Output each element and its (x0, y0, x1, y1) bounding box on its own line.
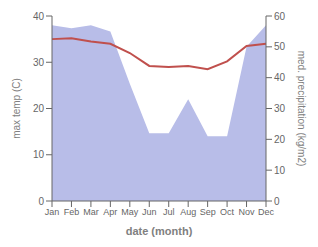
svg-text:0: 0 (274, 196, 280, 207)
svg-text:40: 40 (33, 11, 45, 22)
svg-text:Mar: Mar (83, 207, 99, 217)
svg-text:Jan: Jan (45, 207, 60, 217)
svg-text:Dec: Dec (258, 207, 275, 217)
svg-text:20: 20 (33, 103, 45, 114)
svg-text:Jun: Jun (142, 207, 157, 217)
svg-text:10: 10 (274, 165, 286, 176)
svg-text:Aug: Aug (180, 207, 196, 217)
svg-text:Jul: Jul (163, 207, 175, 217)
svg-text:Apr: Apr (103, 207, 117, 217)
svg-text:30: 30 (274, 103, 286, 114)
svg-text:0: 0 (38, 196, 44, 207)
svg-text:Nov: Nov (239, 207, 256, 217)
svg-text:May: May (121, 207, 139, 217)
svg-text:20: 20 (274, 134, 286, 145)
svg-text:50: 50 (274, 41, 286, 52)
svg-text:Oct: Oct (220, 207, 235, 217)
svg-text:Sep: Sep (200, 207, 216, 217)
svg-text:10: 10 (33, 149, 45, 160)
svg-text:max temp (C): max temp (C) (11, 78, 22, 139)
svg-text:30: 30 (33, 57, 45, 68)
svg-text:60: 60 (274, 11, 286, 22)
svg-text:med. precipitation (kg/m2): med. precipitation (kg/m2) (296, 51, 307, 167)
svg-text:Feb: Feb (64, 207, 80, 217)
svg-text:date (month): date (month) (126, 225, 193, 237)
svg-text:40: 40 (274, 72, 286, 83)
